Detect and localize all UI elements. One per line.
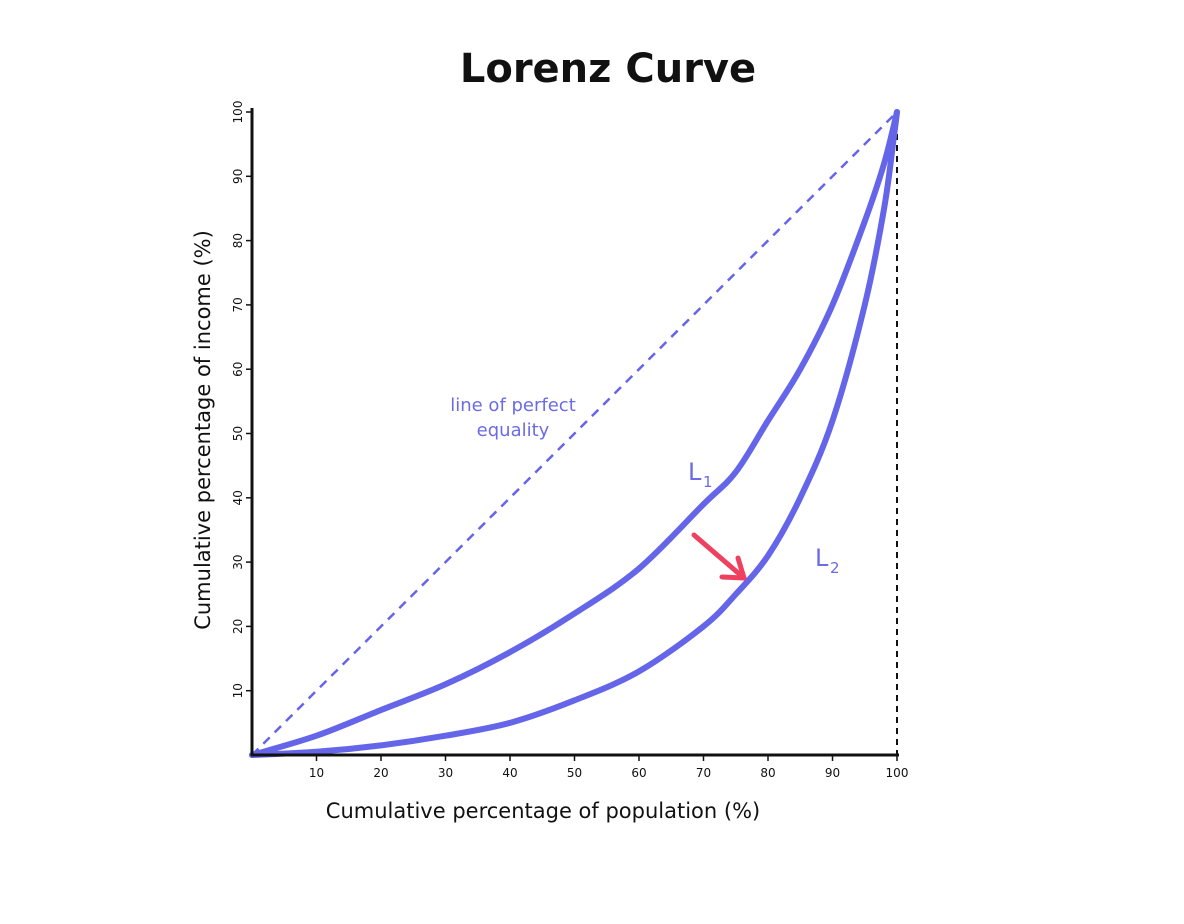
y-axis-label: Cumulative percentage of income (%) [191,230,215,630]
equality-label-line-2: equality [477,420,550,441]
equality-label-line-1: line of perfect [450,395,576,416]
x-tick-label: 80 [760,766,775,780]
series-line-l1 [249,109,900,758]
y-tick-label: 10 [231,683,245,698]
series-line-l2 [249,109,900,758]
y-tick-label: 100 [231,101,245,124]
x-tick-label: 90 [825,766,840,780]
equality-line [251,111,898,756]
y-tick-label: 40 [231,490,245,505]
chart-title: Lorenz Curve [460,46,756,92]
svg-text:L: L [688,458,702,486]
svg-text:1: 1 [703,473,713,491]
y-tick-label: 70 [231,297,245,312]
svg-text:L: L [815,544,829,572]
y-tick-label: 20 [231,619,245,634]
shift-arrow [691,532,747,581]
x-axis-label: Cumulative percentage of population (%) [326,799,760,823]
arrow-shaft [691,532,747,581]
plot-area: 10 20 30 40 50 60 70 80 90 100 10 20 30 40 50 60 70 80 90 1… [231,101,908,780]
x-tick-label: 100 [886,766,909,780]
y-tick-label: 90 [231,169,245,184]
x-tick-label: 50 [567,766,582,780]
x-tick-label: 20 [373,766,388,780]
x-tick-label: 70 [696,766,711,780]
curve-label-l1: L 1 [688,458,713,491]
x-tick-label: 60 [631,766,646,780]
x-tick-label: 30 [438,766,453,780]
y-tick-label: 80 [231,233,245,248]
curve-label-l2: L 2 [815,544,840,577]
svg-text:2: 2 [830,559,840,577]
x-tick-label: 40 [502,766,517,780]
x-tick-label: 10 [309,766,324,780]
y-tick-label: 30 [231,554,245,569]
arrow-head [719,555,747,581]
y-tick-label: 60 [231,362,245,377]
y-tick-label: 50 [231,426,245,441]
